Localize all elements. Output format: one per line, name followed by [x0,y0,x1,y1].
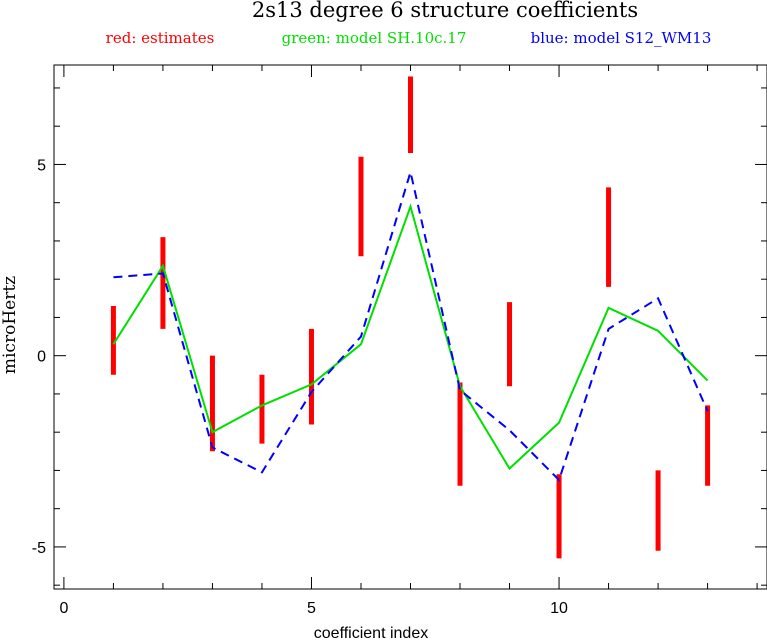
x-tick-label: 0 [59,600,68,617]
data-marks [110,76,711,559]
x-axis-label: coefficient index [314,625,428,641]
legend-estimates: red: estimates [106,29,215,47]
series-line-sh10c17 [112,203,709,471]
y-tick-label: -5 [32,540,46,557]
chart-title: 2s13 degree 6 structure coefficients [252,0,638,22]
series-line-s12wm13 [113,168,709,482]
legend-model-sh: green: model SH.10c.17 [282,29,467,47]
axis-ticks [54,65,767,589]
x-tick-label: 5 [307,600,316,617]
y-axis-label: microHertz [0,276,20,374]
y-tick-label: 5 [37,157,46,174]
y-tick-label: 0 [37,349,46,366]
tick-labels: 0 5 10 -5 0 5 [32,157,568,617]
legend-model-s12: blue: model S12_WM13 [531,29,712,47]
x-tick-label: 10 [550,600,568,617]
